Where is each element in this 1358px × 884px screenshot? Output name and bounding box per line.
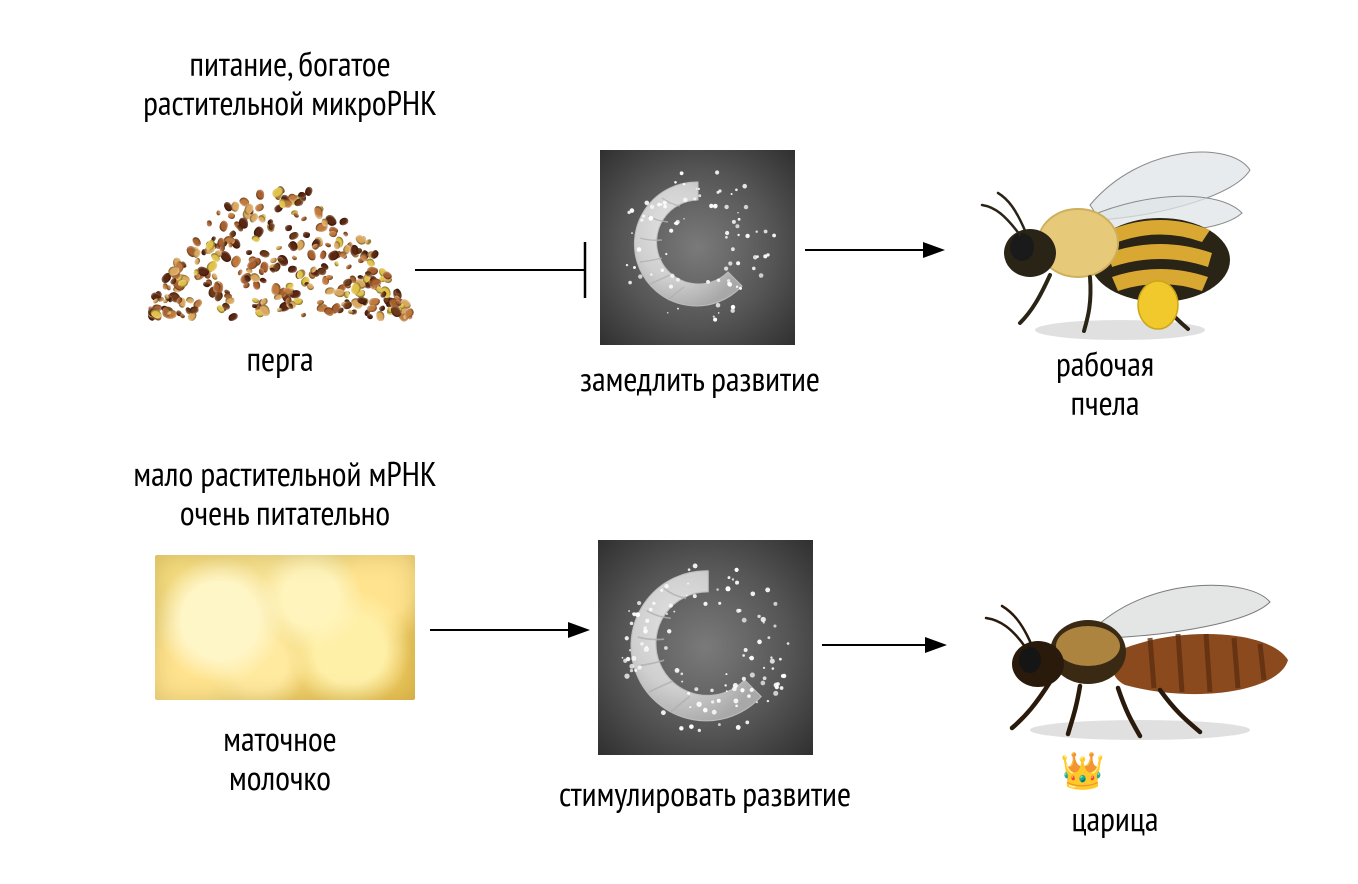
arrow-top-right (805, 230, 945, 270)
larva-bottom-image (598, 540, 813, 755)
inhibition-connector (415, 235, 590, 305)
beebread-image (150, 170, 410, 320)
bottom-effect-label: стимулировать развитие (490, 775, 920, 814)
bottom-food-label: маточное молочко (150, 720, 410, 798)
bottom-outcome-label: царица (985, 800, 1245, 839)
royal-jelly-image (155, 555, 415, 700)
worker-bee-image (950, 135, 1260, 345)
top-header: питание, богатое растительной микроРНК (80, 45, 500, 123)
queen-bee-image (950, 530, 1300, 750)
diagram-stage: питание, богатое растительной микроРНК п… (0, 0, 1358, 884)
larva-top-image (600, 150, 795, 345)
top-effect-label: замедлить развитие (510, 360, 890, 399)
crown-icon: 👑 (1060, 752, 1105, 788)
top-food-label: перга (150, 340, 410, 379)
arrow-bottom-left (430, 610, 590, 650)
bottom-header: мало растительной мРНК очень питательно (85, 455, 485, 533)
top-outcome-label: рабочая пчела (965, 345, 1245, 423)
arrow-bottom-right (822, 625, 947, 665)
